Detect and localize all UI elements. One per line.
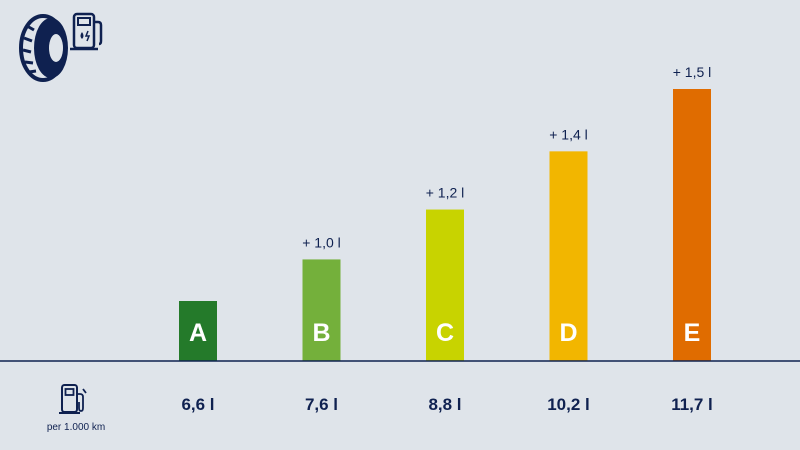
bar-c: [426, 209, 464, 361]
bar-category-label: E: [684, 319, 701, 347]
tire-icon: [19, 14, 68, 82]
tire-fuel-header: [19, 12, 103, 82]
increment-label: + 1,0 l: [302, 234, 341, 250]
bar-d: [549, 151, 588, 361]
bar-category-label: D: [559, 319, 577, 347]
unit-label: per 1.000 km: [46, 422, 106, 433]
bar-category-label: A: [189, 319, 207, 347]
fuel-pump-icon: [59, 384, 87, 414]
value-label: 6,6 l: [181, 395, 214, 414]
fuel-pump-icon: [70, 12, 103, 51]
bar-e: [673, 89, 711, 361]
bar-a: [179, 301, 217, 361]
value-label: 7,6 l: [305, 395, 338, 414]
bar-b: [302, 259, 341, 361]
increment-label: + 1,4 l: [549, 126, 588, 142]
bar-category-label: C: [436, 319, 454, 347]
value-label: 11,7 l: [671, 395, 713, 414]
value-label: 10,2 l: [547, 395, 590, 414]
bar-category-label: B: [312, 319, 330, 347]
increment-label: + 1,5 l: [673, 64, 712, 80]
value-label: 8,8 l: [428, 395, 461, 414]
increment-label: + 1,2 l: [426, 185, 465, 201]
